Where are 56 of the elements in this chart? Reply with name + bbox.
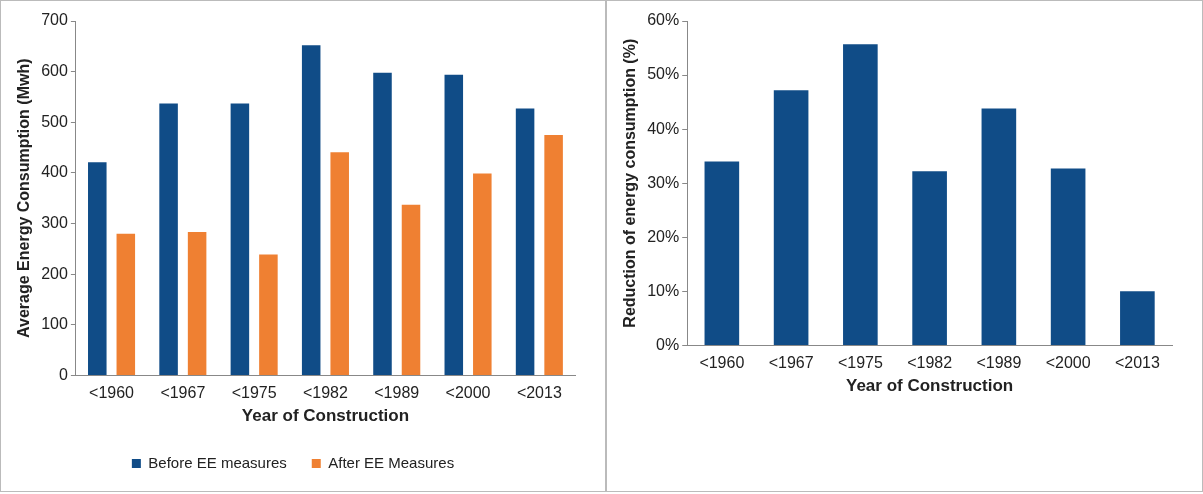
bar bbox=[159, 103, 178, 375]
bar bbox=[373, 72, 392, 375]
y-axis-title: Reduction of energy consumption (%) bbox=[621, 38, 639, 328]
x-tick-label: <1982 bbox=[302, 384, 349, 402]
bar bbox=[473, 173, 492, 375]
x-tick-label: <2013 bbox=[516, 384, 562, 402]
x-tick-label: <1960 bbox=[699, 354, 745, 372]
x-tick-label: <1975 bbox=[837, 354, 883, 372]
x-axis-title: Year of Construction bbox=[846, 376, 1014, 396]
y-tick-label: 100 bbox=[41, 315, 68, 333]
y-tick-label: 60% bbox=[647, 11, 680, 29]
y-tick-label: 200 bbox=[41, 264, 68, 282]
legend-label: After EE Measures bbox=[328, 453, 455, 471]
y-tick-label: 10% bbox=[647, 281, 680, 299]
y-tick-label: 700 bbox=[41, 11, 68, 29]
bar bbox=[230, 103, 250, 375]
y-tick-label: 0% bbox=[656, 335, 680, 353]
y-tick-label: 40% bbox=[647, 119, 680, 137]
bar bbox=[116, 233, 136, 375]
x-tick-label: <1989 bbox=[976, 354, 1022, 372]
bar bbox=[912, 171, 947, 345]
y-tick-label: 0 bbox=[58, 365, 68, 383]
y-tick-label: 600 bbox=[41, 62, 68, 80]
x-tick-label: <1982 bbox=[907, 354, 953, 372]
bar bbox=[515, 108, 535, 375]
x-axis-title: Year of Construction bbox=[241, 406, 410, 426]
y-tick-label: 500 bbox=[41, 112, 68, 130]
y-tick-label: 400 bbox=[41, 163, 68, 181]
bar bbox=[444, 74, 464, 375]
bar bbox=[88, 162, 107, 375]
x-tick-label: <1960 bbox=[89, 384, 135, 402]
x-tick-label: <2013 bbox=[1114, 354, 1160, 372]
bar bbox=[843, 44, 878, 345]
y-tick-label: 20% bbox=[647, 227, 680, 245]
x-tick-label: <2000 bbox=[1045, 354, 1091, 372]
x-tick-label: <2000 bbox=[445, 384, 491, 402]
bar bbox=[1120, 291, 1155, 345]
bar bbox=[1050, 168, 1086, 345]
bar bbox=[401, 204, 421, 375]
legend-label: Before EE measures bbox=[148, 453, 287, 471]
bar bbox=[330, 152, 349, 375]
bar bbox=[259, 254, 278, 375]
bar bbox=[544, 134, 563, 375]
x-tick-label: <1967 bbox=[160, 384, 206, 402]
y-tick-label: 50% bbox=[647, 65, 680, 83]
y-tick-label: 30% bbox=[647, 173, 680, 191]
x-tick-label: <1989 bbox=[374, 384, 420, 402]
bar bbox=[981, 108, 1017, 345]
y-axis-title: Average Energy Consumption (Mwh) bbox=[15, 58, 33, 338]
bar bbox=[301, 45, 321, 375]
x-tick-label: <1967 bbox=[768, 354, 814, 372]
x-tick-label: <1975 bbox=[231, 384, 277, 402]
bar bbox=[773, 90, 809, 345]
bar bbox=[187, 232, 207, 375]
y-tick-label: 300 bbox=[41, 213, 68, 231]
bar bbox=[704, 161, 740, 345]
